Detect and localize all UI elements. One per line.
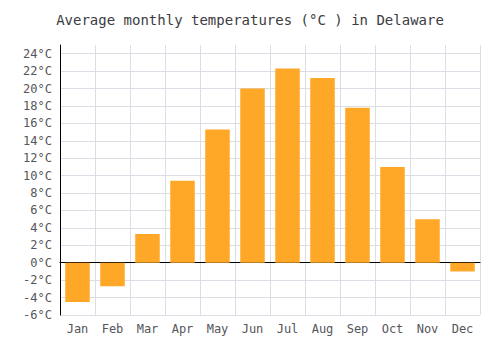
svg-text:Aug: Aug [312, 322, 334, 336]
svg-text:8°C: 8°C [30, 186, 52, 200]
svg-text:6°C: 6°C [30, 203, 52, 217]
svg-text:Dec: Dec [452, 322, 474, 336]
svg-text:22°C: 22°C [23, 64, 52, 78]
svg-text:Feb: Feb [102, 322, 124, 336]
svg-text:12°C: 12°C [23, 151, 52, 165]
svg-text:10°C: 10°C [23, 169, 52, 183]
svg-text:-4°C: -4°C [23, 291, 52, 305]
svg-text:Mar: Mar [137, 322, 159, 336]
svg-text:14°C: 14°C [23, 134, 52, 148]
svg-text:Jul: Jul [277, 322, 299, 336]
svg-text:24°C: 24°C [23, 47, 52, 61]
svg-text:0°C: 0°C [30, 256, 52, 270]
svg-text:-2°C: -2°C [23, 273, 52, 287]
svg-text:Jun: Jun [242, 322, 264, 336]
svg-text:16°C: 16°C [23, 116, 52, 130]
svg-text:Oct: Oct [382, 322, 404, 336]
svg-text:Sep: Sep [347, 322, 369, 336]
svg-text:4°C: 4°C [30, 221, 52, 235]
svg-text:Nov: Nov [417, 322, 439, 336]
svg-text:May: May [207, 322, 229, 336]
svg-text:-6°C: -6°C [23, 308, 52, 322]
svg-text:Jan: Jan [67, 322, 89, 336]
svg-text:Apr: Apr [172, 322, 194, 336]
svg-text:2°C: 2°C [30, 238, 52, 252]
svg-text:20°C: 20°C [23, 82, 52, 96]
svg-text:Average monthly temperatures (: Average monthly temperatures (°C ) in De… [56, 12, 444, 28]
svg-text:18°C: 18°C [23, 99, 52, 113]
